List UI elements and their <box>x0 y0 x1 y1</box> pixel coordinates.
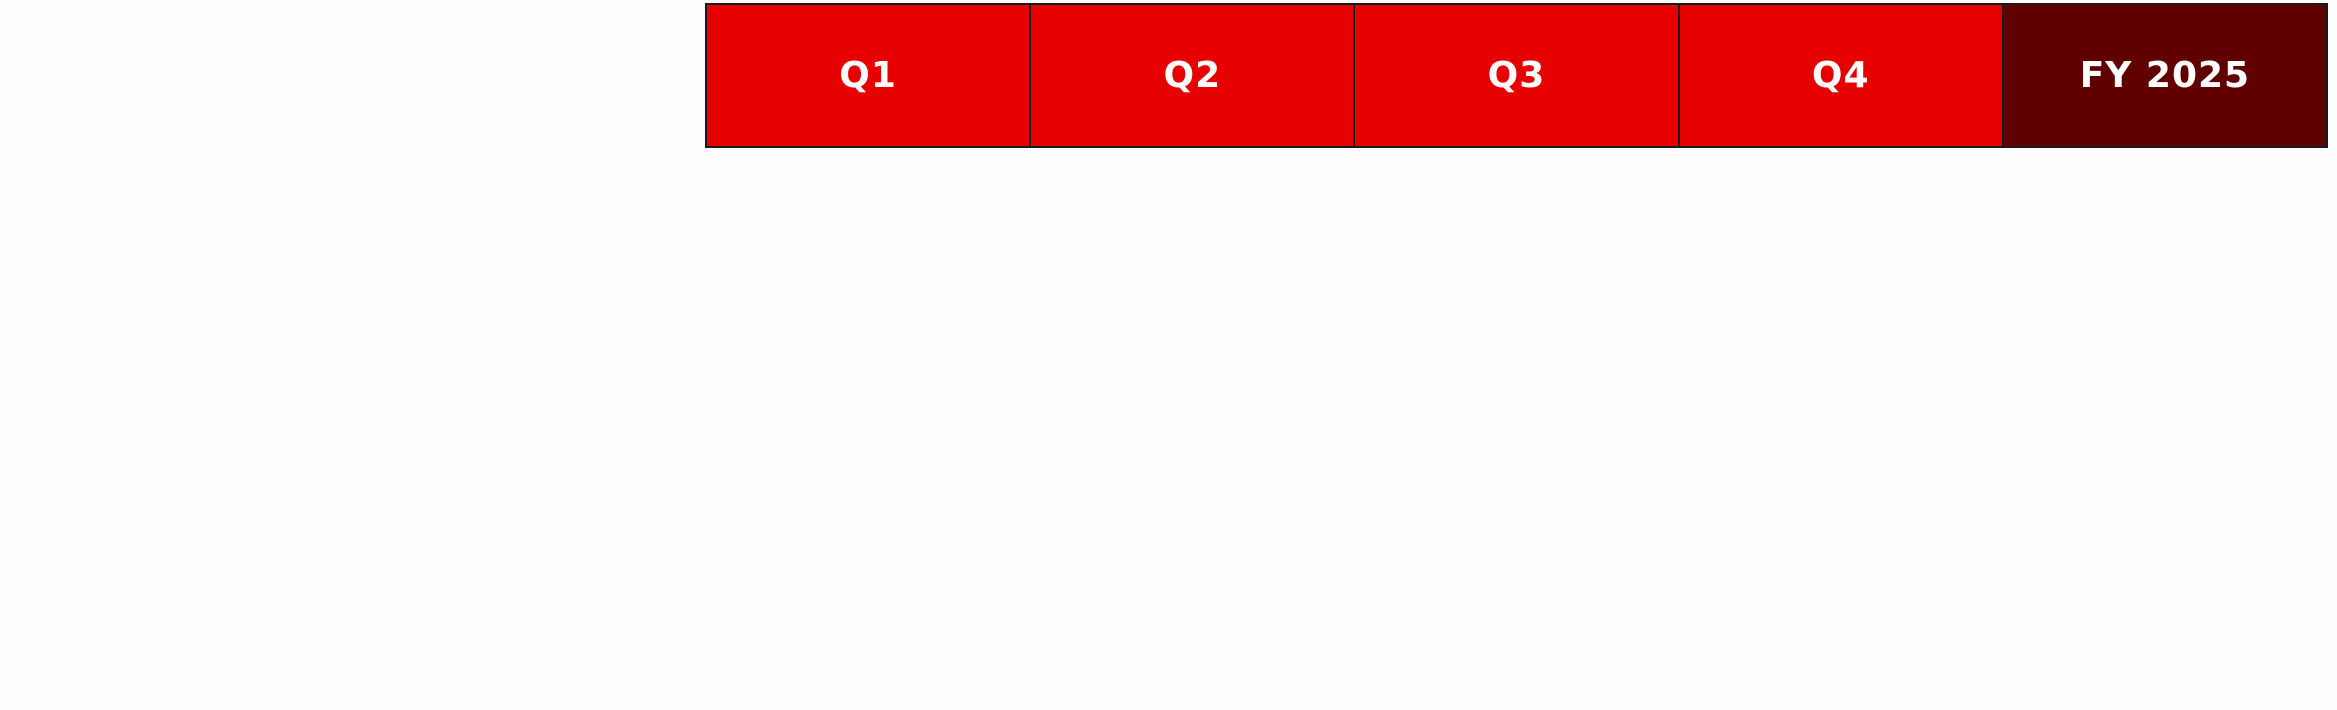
table-header: Q1 Q2 Q3 Q4 FY 2025 <box>705 3 2328 148</box>
header-cell: Q4 <box>1677 5 2002 146</box>
header-cell: Q2 <box>1029 5 1354 146</box>
header-cell: FY 2025 <box>2001 5 2327 146</box>
header-cell: Q3 <box>1353 5 1678 146</box>
header-cell: Q1 <box>707 5 1030 146</box>
